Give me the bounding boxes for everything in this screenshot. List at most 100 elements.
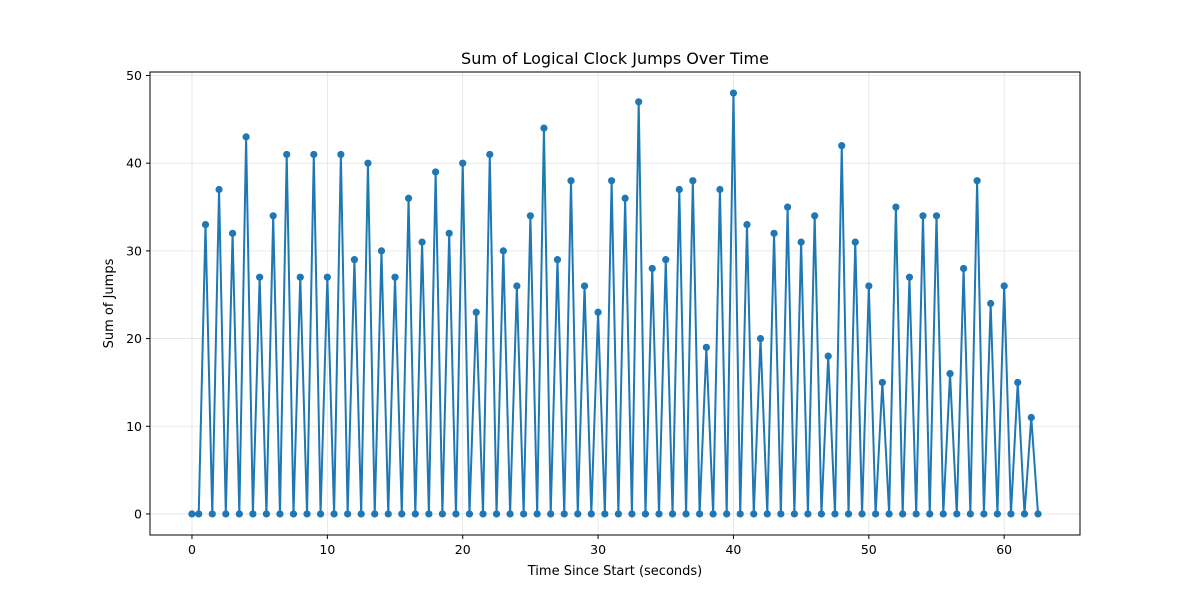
data-point [858,510,866,518]
data-point [1027,413,1035,422]
x-tick-label: 40 [725,542,741,557]
data-point [831,510,839,518]
data-point [899,510,907,518]
y-tick-label: 40 [126,156,142,171]
data-point [506,510,514,518]
y-tick-label: 20 [126,331,142,346]
data-point [885,510,893,518]
data-point [1020,510,1029,518]
data-point [357,510,365,518]
data-point [662,256,670,264]
data-point [641,510,650,518]
data-point [249,510,257,518]
x-axis-label: Time Since Start (seconds) [527,564,703,579]
data-point [811,212,819,220]
data-point [228,229,237,237]
x-tick-label: 60 [996,542,1012,557]
data-point [668,510,677,518]
data-point [289,510,298,518]
data-point [520,510,528,518]
data-point [946,370,954,378]
data-point [594,308,602,316]
chart-title: Sum of Logical Clock Jumps Over Time [461,49,769,68]
data-point [844,510,853,518]
data-point [966,510,974,518]
data-point [479,510,487,518]
plot-area-frame [149,71,1081,536]
data-point [635,98,643,106]
data-point [215,185,223,194]
data-point [824,352,832,360]
data-point [486,150,494,159]
y-tick-label: 50 [126,68,142,83]
data-point [350,256,359,264]
data-point [438,510,446,518]
data-point [865,282,873,290]
data-point [926,510,934,518]
data-point [222,510,230,518]
data-point [371,510,379,518]
data-point [432,168,440,176]
data-point [404,194,413,202]
y-tick-label: 30 [126,243,142,258]
data-point [709,510,717,518]
data-point [675,185,683,194]
x-tick-label: 0 [188,542,196,557]
data-point [973,177,981,185]
data-point [337,150,345,159]
data-point [756,334,765,343]
data-point [953,510,961,518]
data-point [980,510,988,518]
data-point [905,273,914,281]
data-point [1034,510,1042,518]
data-point [784,203,792,211]
y-tick-label: 0 [134,506,142,521]
data-point [418,238,426,246]
axis-ticks: 0 10 20 30 40 50 60 0 10 20 30 40 50 [126,68,1012,557]
data-point [492,510,501,518]
series-layer [188,89,1042,518]
data-point [804,510,812,518]
data-point [411,510,419,518]
data-point [465,510,474,518]
data-point [452,510,460,518]
data-point [993,510,1002,518]
data-point [871,510,880,518]
data-point [344,510,352,518]
data-point [391,273,399,281]
data-point [560,510,568,518]
data-point [364,159,372,167]
data-point [195,510,203,518]
data-point [939,510,947,518]
data-point [303,510,311,518]
data-point [499,247,507,255]
data-point [208,510,216,518]
data-point [919,212,927,220]
data-point [547,510,555,518]
data-point [540,124,548,132]
data-point [736,510,744,518]
data-point [459,159,467,167]
data-point [188,510,196,518]
data-point [987,299,995,308]
data-point [269,212,277,220]
data-point [777,510,785,518]
data-point [574,510,582,518]
data-point [513,282,521,290]
data-point [696,510,704,518]
data-point [743,220,751,229]
data-point [723,510,731,518]
data-point [655,510,663,518]
data-point [628,510,636,518]
data-point [878,378,886,387]
data-point [472,308,480,316]
data-point [1007,510,1015,518]
series-line [191,92,1040,515]
data-point [614,510,622,518]
data-point [398,510,406,518]
data-point [770,229,778,237]
data-point [750,510,758,518]
data-point [587,510,595,518]
